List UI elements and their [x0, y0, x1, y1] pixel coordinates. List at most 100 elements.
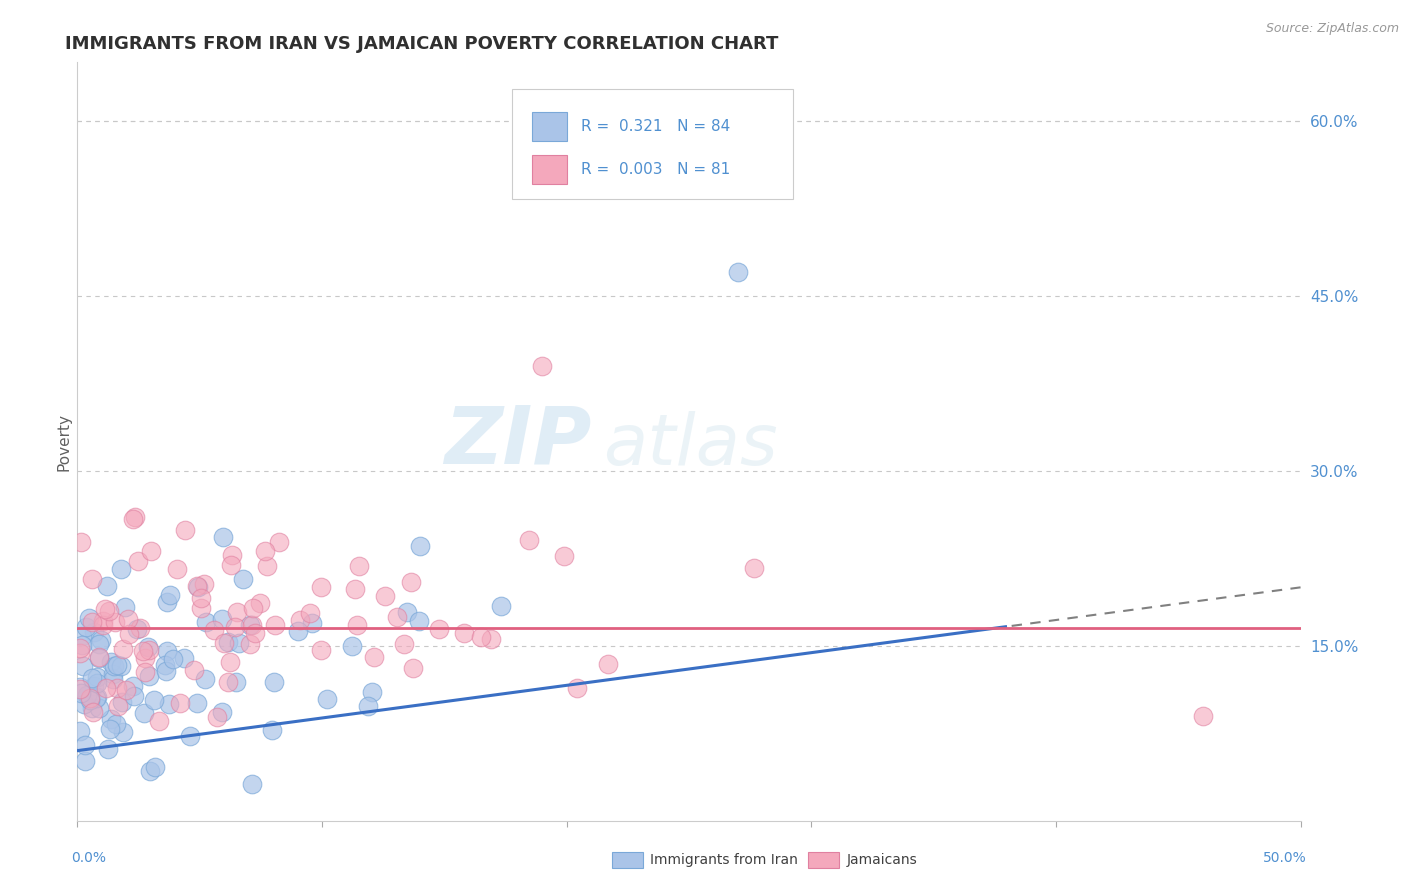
- Point: [363, 650, 385, 665]
- Point: [453, 625, 475, 640]
- Point: [190, 591, 212, 605]
- Point: [93, 602, 115, 616]
- Text: R =  0.003   N = 81: R = 0.003 N = 81: [581, 161, 731, 177]
- Point: [173, 523, 195, 537]
- Point: [340, 639, 363, 653]
- Text: IMMIGRANTS FROM IRAN VS JAMAICAN POVERTY CORRELATION CHART: IMMIGRANTS FROM IRAN VS JAMAICAN POVERTY…: [65, 35, 779, 53]
- Point: [82, 705, 104, 719]
- Point: [517, 533, 540, 548]
- Bar: [533, 112, 567, 141]
- Point: [104, 615, 127, 630]
- Point: [105, 658, 128, 673]
- Text: Source: ZipAtlas.com: Source: ZipAtlas.com: [1265, 22, 1399, 36]
- Point: [114, 599, 136, 614]
- Point: [105, 681, 128, 695]
- Point: [194, 672, 217, 686]
- Point: [193, 577, 215, 591]
- Point: [70, 638, 93, 652]
- Point: [76, 688, 98, 702]
- Text: atlas: atlas: [603, 411, 778, 480]
- Point: [1191, 708, 1213, 723]
- Point: [242, 600, 264, 615]
- Point: [121, 679, 143, 693]
- Point: [122, 512, 145, 526]
- Point: [288, 613, 311, 627]
- Point: [162, 652, 184, 666]
- Point: [357, 699, 380, 714]
- Point: [103, 659, 125, 673]
- Point: [211, 706, 233, 720]
- Point: [79, 693, 101, 707]
- Point: [249, 595, 271, 609]
- Point: [139, 543, 162, 558]
- Point: [179, 729, 201, 743]
- Point: [186, 696, 208, 710]
- Point: [83, 625, 105, 640]
- Point: [470, 630, 492, 644]
- Point: [87, 651, 110, 665]
- Point: [399, 574, 422, 589]
- Point: [217, 635, 239, 649]
- Point: [125, 622, 148, 636]
- Point: [553, 549, 575, 563]
- Point: [80, 573, 103, 587]
- Point: [122, 689, 145, 703]
- Point: [91, 617, 114, 632]
- Point: [91, 614, 114, 628]
- Text: 50.0%: 50.0%: [1263, 851, 1306, 865]
- Point: [211, 612, 233, 626]
- Point: [82, 671, 104, 685]
- Point: [73, 754, 96, 768]
- Point: [107, 699, 129, 714]
- Point: [298, 607, 321, 621]
- Point: [110, 562, 132, 576]
- Point: [173, 650, 195, 665]
- Point: [79, 691, 101, 706]
- Point: [392, 636, 415, 650]
- Point: [224, 620, 246, 634]
- Point: [69, 681, 91, 696]
- Point: [361, 685, 384, 699]
- Point: [124, 509, 146, 524]
- Text: ZIP: ZIP: [444, 402, 591, 481]
- Point: [402, 661, 425, 675]
- Point: [309, 642, 332, 657]
- Point: [254, 544, 277, 558]
- Point: [82, 615, 104, 630]
- Point: [83, 679, 105, 693]
- Point: [127, 554, 149, 568]
- Point: [232, 572, 254, 586]
- Point: [75, 620, 97, 634]
- Point: [217, 675, 239, 690]
- Point: [87, 637, 110, 651]
- Point: [73, 697, 96, 711]
- Point: [70, 629, 93, 643]
- Y-axis label: Poverty: Poverty: [56, 412, 72, 471]
- Point: [69, 640, 91, 655]
- FancyBboxPatch shape: [512, 89, 793, 199]
- Point: [260, 723, 283, 738]
- Point: [396, 605, 419, 619]
- Point: [138, 643, 160, 657]
- Point: [427, 622, 450, 636]
- Point: [98, 604, 121, 618]
- Point: [142, 693, 165, 707]
- Point: [104, 716, 127, 731]
- Point: [157, 697, 180, 711]
- Point: [148, 714, 170, 729]
- Point: [101, 672, 124, 686]
- Point: [156, 595, 179, 609]
- Point: [89, 700, 111, 714]
- Point: [134, 665, 156, 679]
- Point: [69, 686, 91, 700]
- Point: [96, 579, 118, 593]
- Point: [190, 600, 212, 615]
- Point: [183, 663, 205, 677]
- Point: [84, 691, 107, 706]
- Point: [187, 580, 209, 594]
- Text: Immigrants from Iran: Immigrants from Iran: [650, 853, 797, 867]
- Point: [218, 655, 240, 669]
- Point: [186, 579, 208, 593]
- Point: [100, 713, 122, 727]
- Point: [212, 530, 235, 544]
